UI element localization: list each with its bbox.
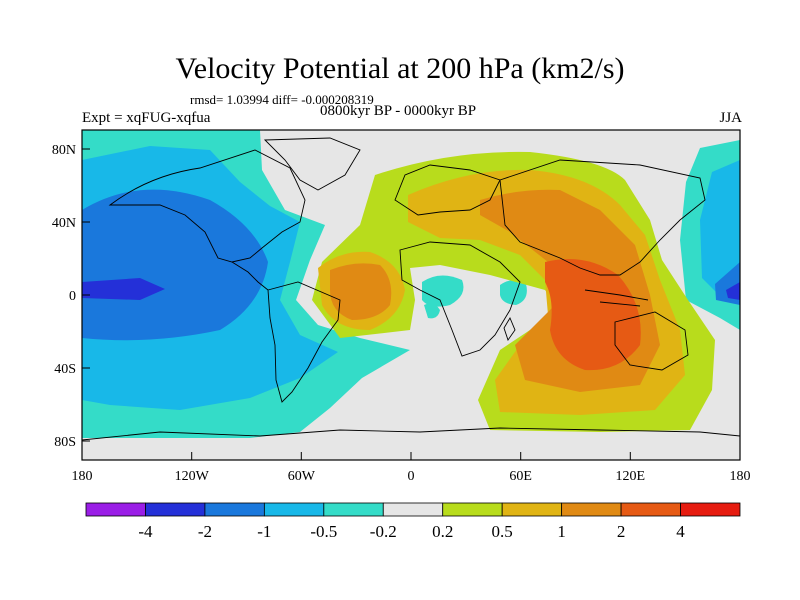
colorbar-box <box>561 502 622 517</box>
colorbar-label: -0.5 <box>310 522 337 541</box>
contour-neg-east-0.5 <box>700 160 740 304</box>
coastline-australia <box>614 311 689 371</box>
coastline-north-america <box>108 149 306 263</box>
coastline-antarctica <box>82 427 740 441</box>
experiment-label: Expt = xqFUG-xqfua <box>82 110 211 126</box>
contour-neg-east-2 <box>726 282 740 300</box>
colorbar-label: 2 <box>617 522 626 541</box>
colorbar-box <box>323 502 384 517</box>
contour-field <box>82 130 740 460</box>
coastline-south-america <box>267 281 341 403</box>
colorbar-label: 4 <box>676 522 685 541</box>
colorbar-label: 0.5 <box>492 522 513 541</box>
coastline-indonesia <box>584 289 649 307</box>
colorbar-box <box>680 502 741 517</box>
contour-neg-africa-2 <box>500 280 527 305</box>
lon-tick-label: 60E <box>509 469 532 484</box>
lat-tick-label: 40S <box>54 362 76 377</box>
colorbar-box <box>204 502 265 517</box>
coastline-europe <box>394 164 501 216</box>
coastline-greenland <box>263 137 361 191</box>
lon-tick-label: 180 <box>72 469 93 484</box>
colorbar-label: -4 <box>138 522 153 541</box>
colorbar: -4 -2 -1 -0.5 -0.2 0.2 0.5 1 2 4 <box>85 502 741 541</box>
lat-tick-label: 40N <box>52 216 76 231</box>
map-title: Velocity Potential at 200 hPa (km2/s) <box>175 52 625 85</box>
coastline-madagascar <box>503 317 516 341</box>
colorbar-box <box>263 502 325 517</box>
contour-neg-africa-3 <box>424 303 440 319</box>
coastline-central-america <box>231 261 269 291</box>
period-label: 0800kyr BP - 0000kyr BP <box>320 103 477 119</box>
colorbar-box <box>85 502 146 517</box>
lon-tick-label: 120W <box>175 469 210 484</box>
coastline-asia <box>499 159 706 276</box>
lon-tick-label: 60W <box>288 469 316 484</box>
colorbar-label: -0.2 <box>370 522 397 541</box>
contour-neg-2 <box>82 278 165 300</box>
colorbar-box <box>620 502 681 517</box>
contour-neg-africa-1 <box>422 275 464 307</box>
tick-marks <box>81 148 741 460</box>
colorbar-label: -1 <box>257 522 271 541</box>
stats-text: rmsd= 1.03994 diff= -0.000208319 <box>190 92 374 107</box>
colorbar-box <box>382 502 444 517</box>
lat-tick-label: 80N <box>52 143 76 158</box>
colorbar-box <box>501 502 563 517</box>
colorbar-label: -2 <box>198 522 212 541</box>
contour-neg-1 <box>82 189 268 341</box>
colorbar-box <box>442 502 503 517</box>
colorbar-box <box>145 502 206 517</box>
coastline-africa <box>399 241 521 357</box>
lon-tick-label: 120E <box>616 469 646 484</box>
lon-tick-label: 180 <box>730 469 751 484</box>
colorbar-label: 1 <box>557 522 566 541</box>
lat-tick-label: 0 <box>69 289 76 304</box>
contour-pos-1 <box>330 263 392 320</box>
lon-tick-label: 0 <box>408 469 415 484</box>
season-label: JJA <box>719 110 742 126</box>
lat-tick-label: 80S <box>54 435 76 450</box>
coastlines <box>82 137 740 441</box>
colorbar-label: 0.2 <box>432 522 453 541</box>
contour-pos-2 <box>545 258 641 371</box>
